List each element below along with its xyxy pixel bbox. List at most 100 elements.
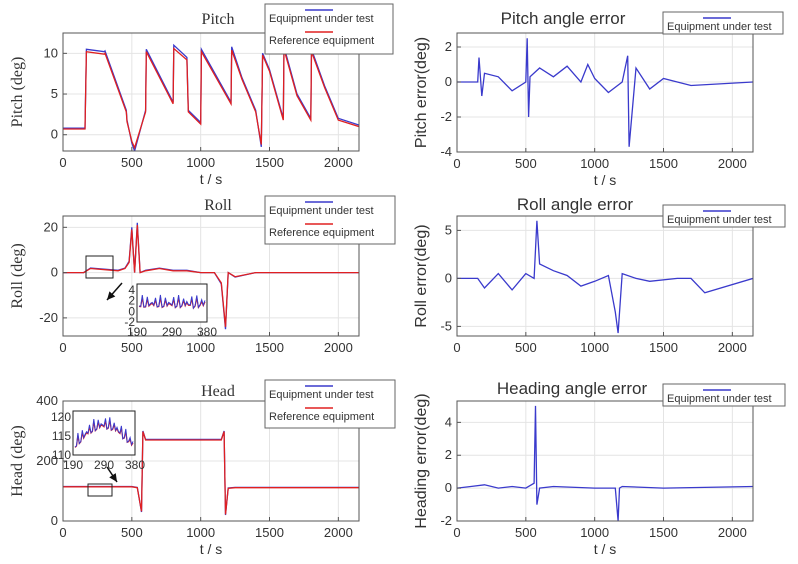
- y-tick-label: 0: [51, 513, 58, 528]
- x-axis-label: t / s: [594, 172, 617, 188]
- x-tick-label: 0: [453, 156, 460, 171]
- x-tick-label: 0: [453, 340, 460, 355]
- x-tick-label: 1000: [580, 156, 609, 171]
- x-tick-label: 1000: [580, 525, 609, 540]
- inset-x-label: 290: [94, 458, 114, 472]
- x-tick-label: 500: [121, 525, 143, 540]
- y-tick-label: 4: [445, 414, 452, 429]
- legend-entry: Equipment under test: [667, 21, 772, 33]
- x-tick-label: 2000: [718, 525, 747, 540]
- x-tick-label: 500: [121, 155, 143, 170]
- legend-entry: Equipment under test: [269, 205, 374, 217]
- legend-entry: Equipment under test: [667, 214, 772, 226]
- inset-test-line: [138, 294, 206, 310]
- x-tick-label: 2000: [718, 156, 747, 171]
- legend: Equipment under test: [662, 383, 786, 407]
- inset-y-label: 2: [128, 294, 135, 308]
- zoom-region-box: [87, 483, 113, 497]
- axes-frame: [456, 400, 754, 522]
- chart-title: Pitch angle error: [501, 9, 626, 28]
- y-tick-label: -5: [440, 318, 452, 333]
- x-tick-label: 1000: [580, 340, 609, 355]
- x-tick-label: 2000: [324, 340, 353, 355]
- chart-title: Heading angle error: [497, 379, 648, 398]
- y-axis-label: Roll error(deg): [413, 224, 430, 327]
- y-tick-label: 20: [44, 219, 58, 234]
- zoom-arrow-head: [109, 473, 117, 482]
- inset-y-label: 120: [51, 410, 71, 424]
- legend: Equipment under test Reference equipment: [264, 379, 396, 429]
- x-tick-label: 500: [121, 340, 143, 355]
- x-tick-label: 2000: [324, 155, 353, 170]
- y-tick-label: 200: [36, 453, 58, 468]
- chart-title: Roll: [204, 197, 232, 214]
- inset-test-line: [74, 417, 134, 448]
- legend-entry: Equipment under test: [269, 389, 374, 401]
- x-axis-label: t / s: [200, 171, 223, 187]
- x-tick-label: 0: [59, 340, 66, 355]
- plot-area: [457, 401, 753, 521]
- x-tick-label: 2000: [324, 525, 353, 540]
- y-tick-label: 0: [445, 480, 452, 495]
- inset-x-label: 380: [125, 458, 145, 472]
- y-tick-label: -20: [39, 310, 58, 325]
- chart-panel-4: 0 500 1000 1500 2000 0 200 400 Head Head (deg) t /…: [9, 379, 396, 557]
- inset-x-label: 380: [197, 325, 217, 339]
- series-line-test: [457, 405, 753, 521]
- inset-zoom: 190 290 380 120 115 110: [51, 410, 145, 497]
- axes-frame: [62, 215, 360, 337]
- x-tick-label: 0: [453, 525, 460, 540]
- x-axis-label: t / s: [594, 541, 617, 557]
- chart-panel-0: 0 500 1000 1500 2000 0 5 10 Pitch Pitch (deg) t / …: [9, 3, 394, 187]
- y-tick-label: 0: [445, 74, 452, 89]
- y-tick-label: 0: [51, 265, 58, 280]
- inset-x-label: 190: [127, 325, 147, 339]
- y-tick-label: -2: [440, 513, 452, 528]
- y-tick-label: 2: [445, 39, 452, 54]
- legend: Equipment under test Reference equipment: [264, 195, 396, 245]
- x-tick-label: 2000: [718, 340, 747, 355]
- x-tick-label: 500: [515, 525, 537, 540]
- y-tick-label: 0: [51, 127, 58, 142]
- y-tick-label: 0: [445, 270, 452, 285]
- x-tick-label: 0: [59, 525, 66, 540]
- inset-y-label: 0: [128, 304, 135, 318]
- inset-x-label: 290: [162, 325, 182, 339]
- x-tick-label: 500: [515, 156, 537, 171]
- x-tick-label: 1000: [186, 155, 215, 170]
- legend-box: [662, 11, 784, 35]
- x-tick-label: 1500: [255, 155, 284, 170]
- y-axis-label: Heading error(deg): [413, 393, 430, 528]
- legend-entry: Reference equipment: [269, 35, 374, 47]
- x-tick-label: 0: [59, 155, 66, 170]
- y-tick-label: 400: [36, 393, 58, 408]
- axes-frame: [456, 32, 754, 153]
- inset-y-label: 110: [52, 448, 71, 462]
- y-tick-label: 10: [44, 45, 58, 60]
- legend-box: [264, 3, 394, 55]
- y-axis-label: Pitch error(deg): [413, 37, 430, 148]
- legend: Equipment under test Reference equipment: [264, 3, 394, 55]
- x-tick-label: 500: [515, 340, 537, 355]
- legend-box: [264, 195, 396, 245]
- x-tick-label: 1500: [255, 340, 284, 355]
- chart-title: Head: [201, 383, 235, 400]
- x-tick-label: 1000: [186, 340, 215, 355]
- plot-area: [457, 216, 753, 336]
- series-line-reference: [63, 47, 359, 150]
- series-line-reference: [63, 431, 359, 515]
- y-tick-label: 5: [51, 86, 58, 101]
- chart-panel-1: 0 500 1000 1500 2000 -4 -2 0 2 Pitch angle error P…: [413, 9, 784, 188]
- y-tick-label: -2: [440, 109, 452, 124]
- series-line-test: [457, 38, 753, 147]
- inset-x-label: 190: [63, 458, 83, 472]
- inset-y-label: -2: [124, 315, 135, 329]
- legend-entry: Equipment under test: [667, 393, 772, 405]
- inset-y-label: 115: [52, 429, 71, 443]
- y-axis-label: Roll (deg): [9, 243, 26, 308]
- x-tick-label: 1500: [649, 156, 678, 171]
- x-tick-label: 1000: [186, 525, 215, 540]
- zoom-arrow-head: [107, 291, 116, 300]
